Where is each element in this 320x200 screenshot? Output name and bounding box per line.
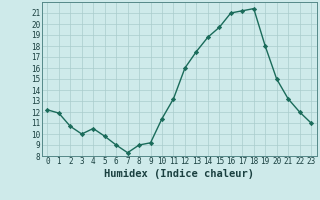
X-axis label: Humidex (Indice chaleur): Humidex (Indice chaleur) [104,169,254,179]
